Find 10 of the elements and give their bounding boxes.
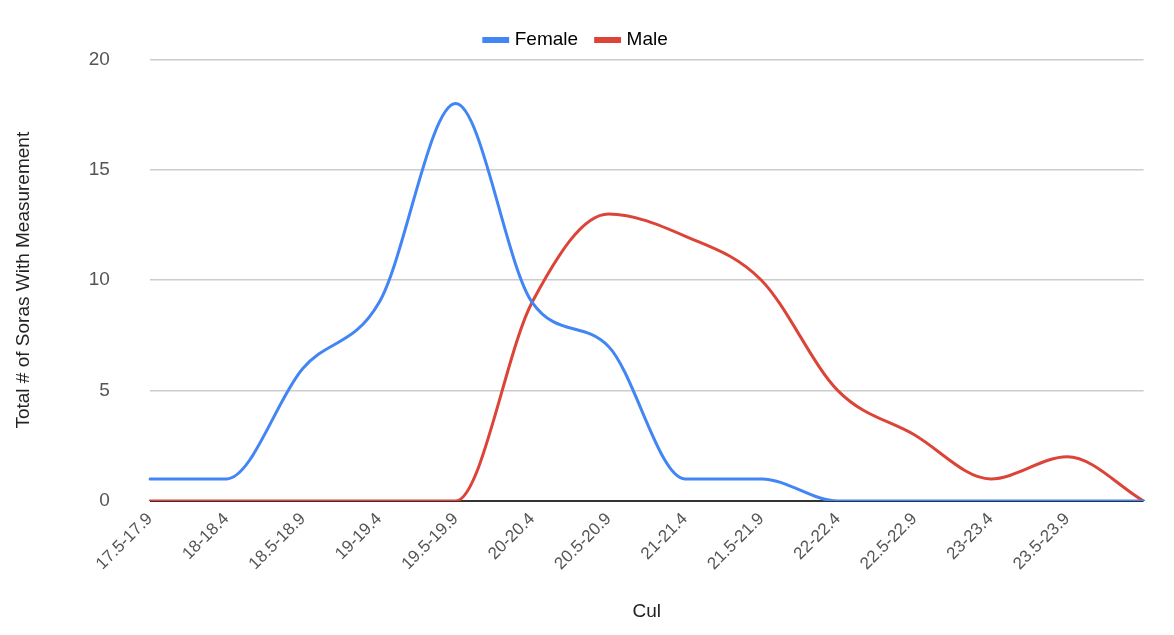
y-tick-label: 5 xyxy=(99,378,110,400)
legend-label: Female xyxy=(514,28,579,50)
line-series xyxy=(148,102,1146,501)
y-tick-label: 10 xyxy=(88,268,110,290)
y-tick-label: 20 xyxy=(88,47,110,69)
x-axis-title: Cul xyxy=(632,599,662,621)
y-tick-label: 15 xyxy=(88,158,110,180)
legend-label: Male xyxy=(626,28,668,50)
y-axis-title: Total # of Soras With Measurement xyxy=(11,131,33,429)
y-tick-label: 0 xyxy=(99,489,110,511)
